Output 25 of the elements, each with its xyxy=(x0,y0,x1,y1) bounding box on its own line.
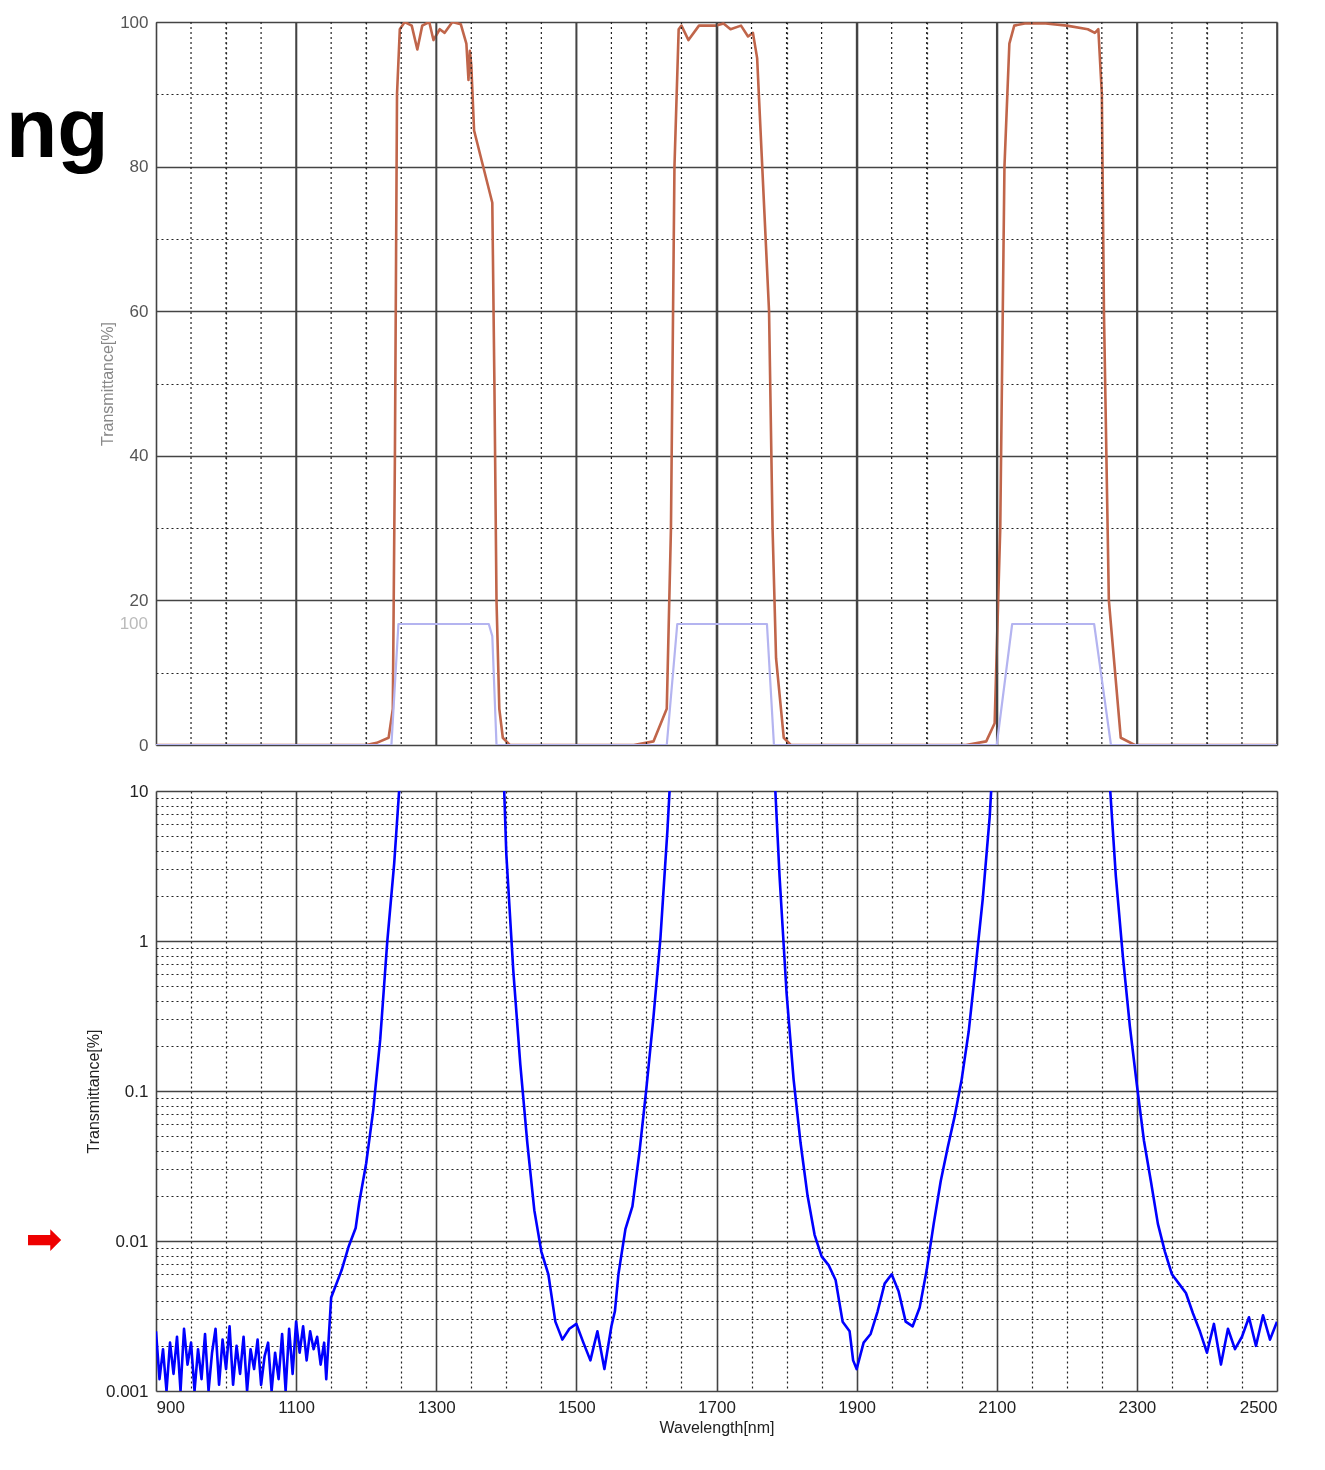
x-tick-label: 2300 xyxy=(1118,1397,1157,1417)
y-tick-label: 10 xyxy=(129,781,149,801)
y-tick-label: 100 xyxy=(120,12,149,32)
y-tick-label: 0.001 xyxy=(105,1381,149,1401)
x-tick-label: 2500 xyxy=(1239,1397,1278,1417)
text: ng xyxy=(6,81,109,175)
y-tick-label: 40 xyxy=(129,446,149,466)
y-tick-label: 60 xyxy=(129,301,149,321)
y-tick-label: 0.01 xyxy=(115,1231,149,1251)
x-tick-label: 1500 xyxy=(557,1397,596,1417)
x-tick-label: 1100 xyxy=(278,1397,315,1417)
y-tick-label: 20 xyxy=(129,590,149,610)
x-tick-label: 1300 xyxy=(417,1397,456,1417)
x-tick-label: 900 xyxy=(156,1397,185,1417)
x-axis-title: Wavelength[nm] xyxy=(659,1418,775,1436)
y-axis-title: Transmittance[%] xyxy=(99,322,117,446)
y-tick-label: 80 xyxy=(129,157,149,177)
y-tick-label: 0 xyxy=(139,735,149,755)
text: ➡ xyxy=(25,1213,63,1264)
y-axis-title: Transmittance[%] xyxy=(84,1029,102,1154)
x-tick-label: 1700 xyxy=(698,1397,736,1417)
x-tick-label: 2100 xyxy=(978,1397,1017,1417)
x-tick-label: 1900 xyxy=(838,1397,877,1417)
y-tick-label: 1 xyxy=(139,931,149,951)
y-tick-label: 0.1 xyxy=(124,1081,149,1101)
